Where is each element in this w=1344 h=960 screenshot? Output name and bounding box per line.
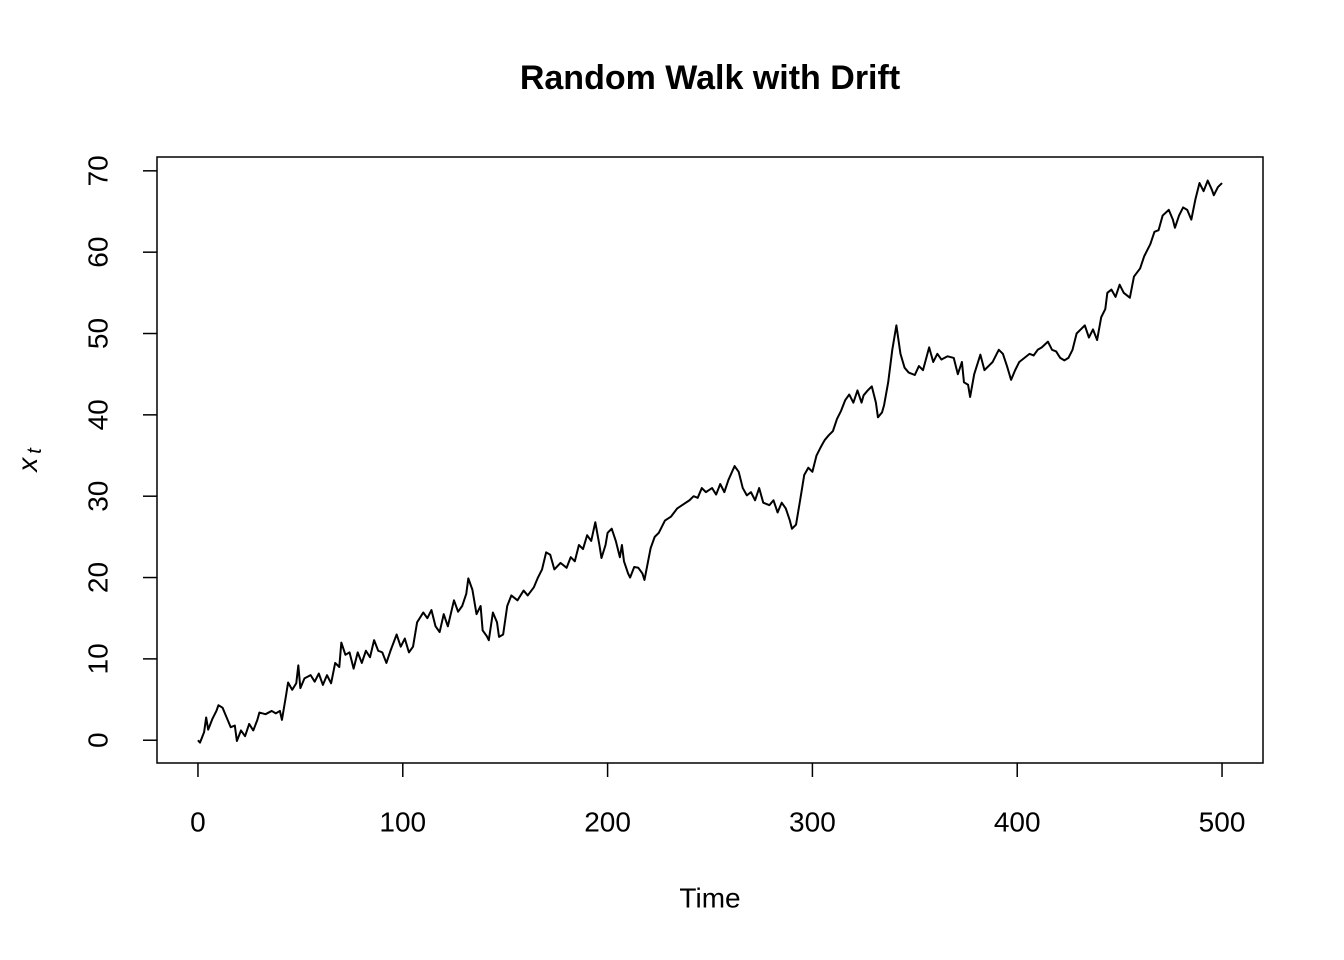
- x-tick-label: 100: [379, 806, 426, 837]
- y-axis-label: xt: [12, 447, 46, 474]
- chart-title: Random Walk with Drift: [520, 59, 900, 97]
- y-axis-label-subscript: t: [24, 447, 46, 454]
- x-axis-label: Time: [679, 882, 740, 913]
- x-tick-label: 500: [1199, 806, 1246, 837]
- x-tick-label: 0: [190, 806, 206, 837]
- data-line: [197, 179, 1223, 744]
- y-tick-label: 60: [82, 237, 113, 268]
- y-tick-label: 20: [82, 562, 113, 593]
- y-tick-label: 40: [82, 399, 113, 430]
- x-tick-label: 400: [994, 806, 1041, 837]
- y-tick-label: 30: [82, 481, 113, 512]
- plot-frame: [156, 156, 1264, 764]
- y-tick-label: 70: [82, 155, 113, 186]
- y-tick-label: 10: [82, 643, 113, 674]
- x-tick-label: 300: [789, 806, 836, 837]
- y-axis-label-base: x: [12, 457, 43, 474]
- y-tick-label: 50: [82, 318, 113, 349]
- y-tick-label: 0: [82, 732, 113, 748]
- x-tick-label: 200: [584, 806, 631, 837]
